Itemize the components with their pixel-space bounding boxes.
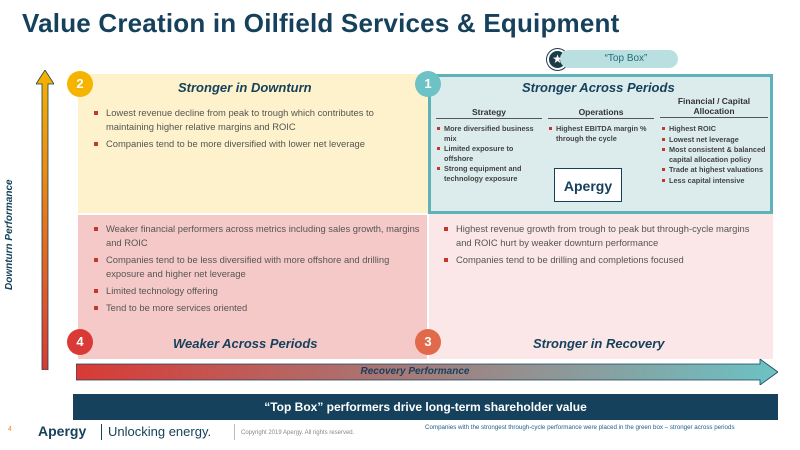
top-box-badge: “Top Box” xyxy=(560,50,678,68)
column-head-operations: Operations xyxy=(548,107,654,119)
footer-copyright: Copyright 2019 Apergy. All rights reserv… xyxy=(241,430,355,436)
recovery-axis-arrow xyxy=(76,359,778,385)
quadrant-number-2: 2 xyxy=(67,71,93,97)
footer-divider xyxy=(101,424,102,440)
list-item: Most consistent & balanced capital alloc… xyxy=(662,145,766,164)
quadrant-title: Stronger Across Periods xyxy=(522,80,675,95)
page-number: 4 xyxy=(8,426,12,433)
list-item: Limited exposure to offshore xyxy=(437,144,541,163)
list-item: Weaker financial performers across metri… xyxy=(92,222,422,250)
summary-banner: “Top Box” performers drive long-term sha… xyxy=(73,394,778,420)
list-item: Lowest revenue decline from peak to trou… xyxy=(92,106,422,134)
quadrant-divider-horizontal xyxy=(78,213,428,215)
operations-list: Highest EBITDA margin % through the cycl… xyxy=(549,124,649,144)
quadrant-title: Weaker Across Periods xyxy=(173,336,318,351)
column-head-financial: Financial / Capital Allocation xyxy=(660,96,768,118)
financial-list: Highest ROIC Lowest net leverage Most co… xyxy=(662,124,766,186)
quadrant-number-4: 4 xyxy=(67,329,93,355)
quadrant-number-3: 3 xyxy=(415,329,441,355)
downturn-axis-arrow xyxy=(36,70,54,370)
list-item: Strong equipment and technology exposure xyxy=(437,164,541,183)
quadrant-stronger-in-downturn xyxy=(78,74,428,214)
quadrant-weaker-across-periods xyxy=(78,214,428,359)
quadrant-stronger-in-recovery xyxy=(428,214,773,359)
footer-tagline: Unlocking energy. xyxy=(108,424,212,439)
list-item: Highest revenue growth from trough to pe… xyxy=(442,222,767,250)
apergy-logo-box: Apergy xyxy=(554,168,622,202)
list-item: Companies tend to be less diversified wi… xyxy=(92,253,422,281)
footer-logo: Apergy xyxy=(38,423,87,439)
list-item: Trade at highest valuations xyxy=(662,165,766,175)
quadrant-title: Stronger in Recovery xyxy=(533,336,665,351)
footer-divider xyxy=(234,424,235,440)
list-item: More diversified business mix xyxy=(437,124,541,143)
quadrant-title: Stronger in Downturn xyxy=(178,80,312,95)
list-item: Highest EBITDA margin % through the cycl… xyxy=(549,124,649,143)
apergy-logo: Apergy xyxy=(563,178,613,194)
column-head-strategy: Strategy xyxy=(436,107,542,119)
list-item: Companies tend to be drilling and comple… xyxy=(442,253,767,267)
list-item: Limited technology offering xyxy=(92,284,422,298)
list-item: Companies tend to be more diversified wi… xyxy=(92,137,422,151)
page-title: Value Creation in Oilfield Services & Eq… xyxy=(22,8,620,38)
quadrant-number-1: 1 xyxy=(415,71,441,97)
quadrant-3-bullets: Highest revenue growth from trough to pe… xyxy=(442,222,767,270)
quadrant-divider-vertical xyxy=(427,214,429,359)
strategy-list: More diversified business mix Limited ex… xyxy=(437,124,541,184)
list-item: Tend to be more services oriented xyxy=(92,301,422,315)
footer-note: Companies with the strongest through-cyc… xyxy=(425,424,735,431)
recovery-axis-label: Recovery Performance xyxy=(360,366,470,377)
list-item: Lowest net leverage xyxy=(662,135,766,145)
list-item: Highest ROIC xyxy=(662,124,766,134)
quadrant-4-bullets: Weaker financial performers across metri… xyxy=(92,222,422,318)
list-item: Less capital intensive xyxy=(662,176,766,186)
quadrant-2-bullets: Lowest revenue decline from peak to trou… xyxy=(92,106,422,154)
downturn-axis-label: Downturn Performance xyxy=(4,179,15,290)
